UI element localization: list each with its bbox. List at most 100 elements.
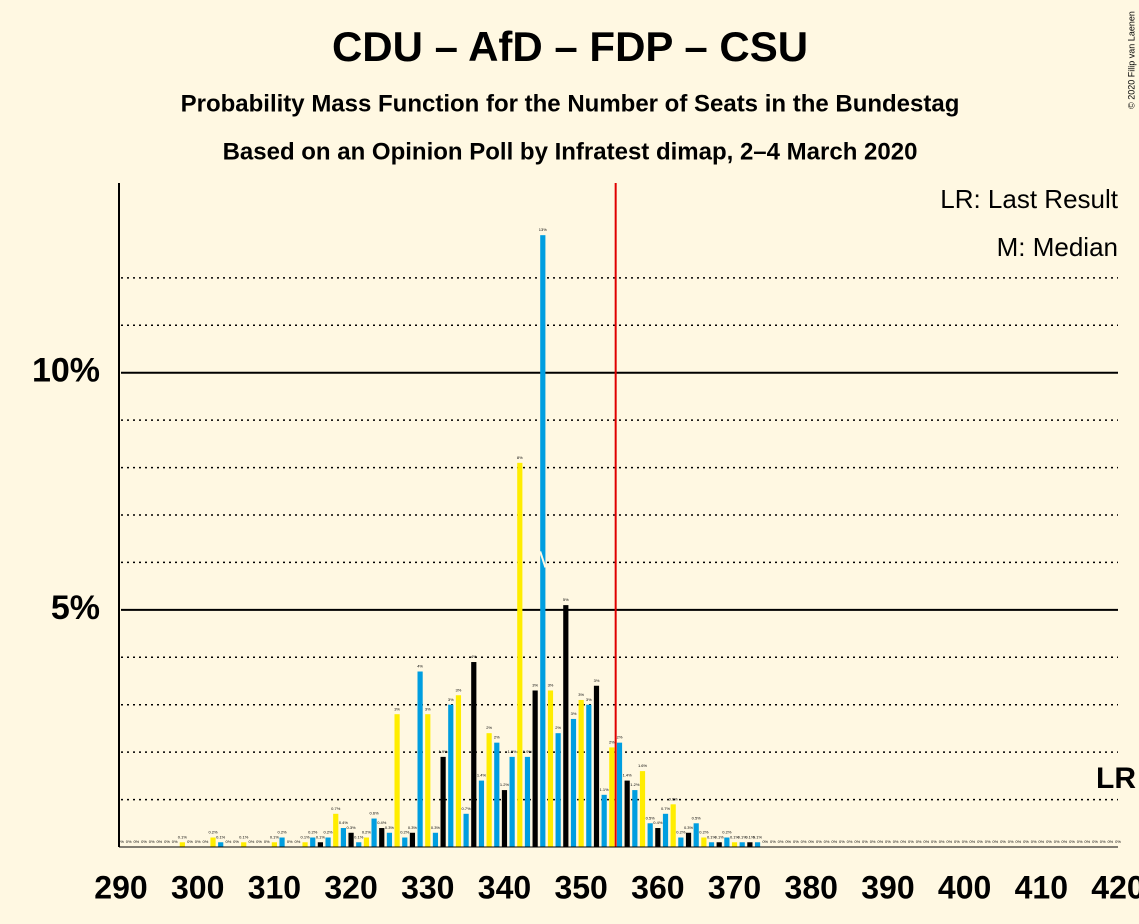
value-label: 0.3%: [431, 825, 441, 830]
value-label: 2%: [555, 725, 561, 730]
value-label: 0.5%: [646, 815, 656, 820]
value-label: 0%: [946, 839, 952, 844]
value-label: 5%: [563, 597, 569, 602]
bar: [716, 842, 722, 847]
value-label: 1.4%: [623, 773, 633, 778]
bar: [547, 690, 554, 847]
value-label: 1.1%: [600, 787, 610, 792]
value-label: 3%: [425, 706, 431, 711]
value-label: 0%: [1038, 839, 1044, 844]
bar: [708, 842, 715, 847]
value-label: 0.1%: [178, 834, 188, 839]
value-label: 0%: [847, 839, 853, 844]
value-label: 0.2%: [277, 830, 287, 835]
value-label: 3%: [448, 697, 454, 702]
bar: [662, 813, 669, 847]
value-label: 0%: [870, 839, 876, 844]
value-label: 0.1%: [216, 834, 226, 839]
bar: [540, 235, 546, 847]
bar: [655, 828, 661, 847]
value-label: 0.1%: [745, 834, 755, 839]
value-label: 1.2%: [630, 782, 640, 787]
value-label: 0%: [939, 839, 945, 844]
bar: [448, 704, 454, 847]
value-label: 0%: [885, 839, 891, 844]
value-label: 0.1%: [354, 834, 364, 839]
lr-label: LR: [1096, 762, 1136, 795]
value-label: 3%: [594, 678, 600, 683]
value-label: 0%: [1115, 839, 1121, 844]
value-label: 0%: [295, 839, 301, 844]
value-label: 0%: [1084, 839, 1090, 844]
bar: [616, 742, 623, 847]
value-label: 4%: [417, 664, 423, 669]
value-label: 2%: [617, 735, 623, 740]
legend-entry: M: Median: [997, 232, 1118, 262]
value-label: 3%: [548, 683, 554, 688]
value-label: 0%: [785, 839, 791, 844]
value-label: 0.1%: [270, 834, 280, 839]
value-label: 1.9%: [439, 749, 449, 754]
bar: [670, 804, 676, 847]
bar: [639, 771, 646, 847]
bar: [624, 780, 630, 847]
bar: [310, 837, 316, 847]
subtitle: Probability Mass Function for the Number…: [181, 90, 960, 117]
bar: [601, 794, 607, 847]
value-label: 0%: [1000, 839, 1006, 844]
legend-entry: LR: Last Result: [940, 184, 1119, 214]
value-label: 0%: [762, 839, 768, 844]
bar: [647, 823, 653, 847]
value-label: 3%: [456, 687, 462, 692]
x-tick-label: 330: [401, 869, 454, 905]
value-label: 3%: [394, 706, 400, 711]
bar: [731, 842, 738, 847]
value-label: 0%: [1077, 839, 1083, 844]
bar: [325, 837, 331, 847]
value-label: 0%: [1015, 839, 1021, 844]
bar: [394, 714, 400, 847]
bar: [386, 832, 393, 847]
value-label: 0%: [287, 839, 293, 844]
value-label: 0%: [900, 839, 906, 844]
value-label: 0%: [156, 839, 162, 844]
value-label: 0%: [893, 839, 899, 844]
bar: [524, 756, 531, 847]
value-label: 0%: [877, 839, 883, 844]
bar: [455, 695, 462, 847]
bar: [402, 837, 408, 847]
x-tick-label: 380: [785, 869, 838, 905]
bar: [593, 685, 600, 847]
value-label: 3%: [532, 683, 538, 688]
bar: [471, 662, 477, 847]
value-label: 0%: [172, 839, 178, 844]
value-label: 0.1%: [316, 834, 326, 839]
value-label: 0%: [256, 839, 262, 844]
chart-title: CDU – AfD – FDP – CSU: [332, 23, 808, 70]
value-label: 1.2%: [500, 782, 510, 787]
x-tick-label: 340: [478, 869, 531, 905]
bar: [563, 605, 569, 847]
x-tick-label: 400: [938, 869, 991, 905]
value-label: 0.3%: [347, 825, 357, 830]
value-label: 0%: [916, 839, 922, 844]
bar: [678, 837, 684, 847]
value-label: 0.3%: [408, 825, 418, 830]
bar: [486, 733, 492, 847]
bar: [701, 837, 707, 847]
bar: [609, 747, 615, 847]
value-label: 1.9%: [523, 749, 533, 754]
value-label: 0.2%: [722, 830, 732, 835]
value-label: 0%: [202, 839, 208, 844]
bar: [379, 828, 385, 847]
value-label: 0%: [801, 839, 807, 844]
value-label: 0.9%: [669, 796, 679, 801]
value-label: 3%: [578, 692, 584, 697]
x-tick-label: 360: [631, 869, 684, 905]
value-label: 0.4%: [653, 820, 663, 825]
value-label: 0.2%: [676, 830, 686, 835]
bar: [478, 780, 485, 847]
value-label: 2%: [609, 739, 615, 744]
